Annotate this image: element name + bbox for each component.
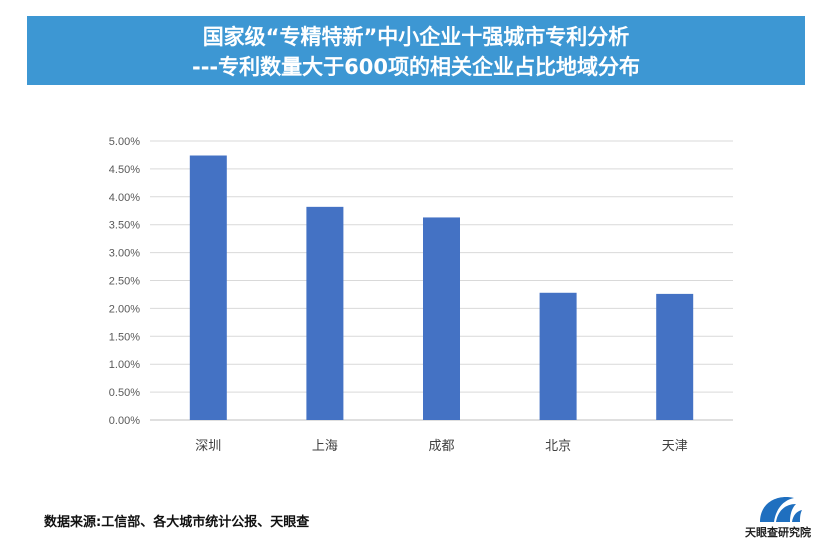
y-tick-label: 1.00%	[109, 359, 140, 371]
bar-4	[539, 292, 577, 420]
bar-5	[656, 293, 694, 420]
y-tick-label: 0.50%	[109, 387, 140, 399]
chart-title: 国家级“专精特新”中小企业十强城市专利分析	[202, 25, 630, 49]
y-tick-label: 2.50%	[109, 276, 140, 288]
bar-2	[306, 206, 344, 420]
y-tick-label: 3.00%	[109, 248, 140, 260]
y-tick-label: 0.00%	[109, 415, 140, 427]
data-source-note: 数据来源:工信部、各大城市统计公报、天眼查	[44, 515, 310, 530]
y-tick-label: 4.50%	[109, 164, 140, 176]
x-category-label: 北京	[545, 439, 571, 454]
bar-1	[189, 155, 227, 420]
y-tick-label: 5.00%	[109, 136, 140, 148]
y-tick-label: 1.50%	[109, 331, 140, 343]
chart-subtitle: ---专利数量大于600项的相关企业占比地域分布	[192, 55, 640, 79]
bar-3	[423, 217, 460, 420]
logo-text: 天眼查研究院	[745, 526, 811, 539]
x-category-label: 深圳	[195, 439, 221, 454]
tianyancha-logo-icon	[760, 497, 802, 522]
x-category-label: 天津	[662, 439, 688, 454]
x-category-label: 上海	[312, 439, 338, 454]
y-tick-label: 4.00%	[109, 192, 140, 204]
x-category-label: 成都	[428, 439, 454, 454]
y-tick-label: 2.00%	[109, 303, 140, 315]
title-banner: 国家级“专精特新”中小企业十强城市专利分析 ---专利数量大于600项的相关企业…	[27, 16, 805, 85]
brand-logo: 天眼查研究院	[738, 488, 818, 540]
y-tick-label: 3.50%	[109, 220, 140, 232]
